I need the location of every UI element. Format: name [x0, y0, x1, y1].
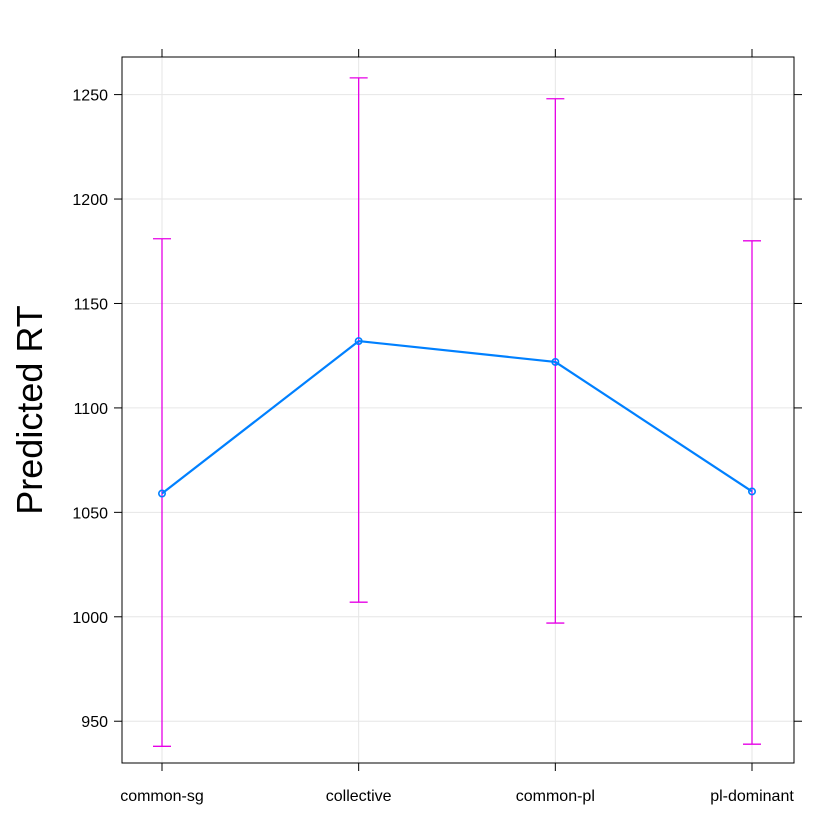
x-tick-label: collective [326, 788, 392, 805]
data-point [551, 357, 560, 366]
y-tick-label: 1100 [74, 401, 109, 418]
data-point [747, 487, 756, 496]
data-point [354, 337, 363, 346]
data-point [158, 489, 167, 498]
y-axis-title: Predicted RT [9, 305, 50, 514]
x-tick-label: pl-dominant [710, 788, 794, 805]
x-tick-labels: common-sg collective common-pl pl-dominant [120, 788, 794, 805]
y-tick-label: 1200 [72, 192, 108, 209]
y-tick-labels: 950 1000 1050 1100 1150 1200 1250 [72, 88, 108, 732]
series-line-group [158, 337, 756, 498]
x-tick-label: common-sg [120, 788, 204, 805]
y-tick-label: 950 [81, 714, 108, 731]
grid [122, 57, 794, 763]
series-line [161, 339, 753, 495]
y-tick-label: 1250 [72, 88, 108, 105]
y-tick-label: 1000 [72, 610, 108, 627]
y-tick-label: 1150 [74, 296, 109, 313]
x-tick-label: common-pl [516, 788, 595, 805]
plot-frame [121, 56, 795, 764]
error-bars [153, 77, 761, 747]
axis-ticks [114, 49, 802, 771]
y-tick-label: 1050 [72, 505, 108, 522]
